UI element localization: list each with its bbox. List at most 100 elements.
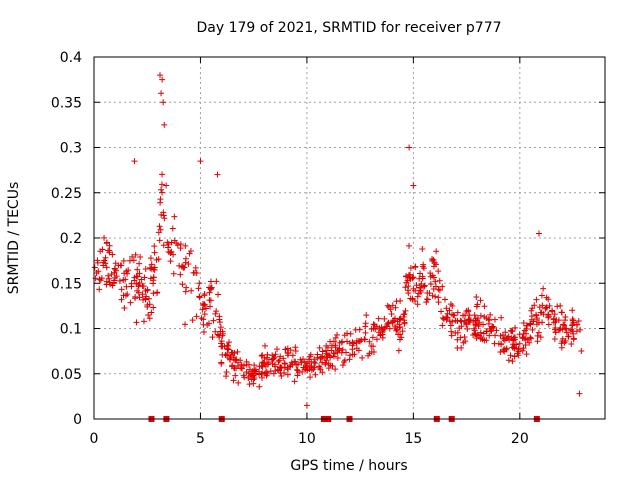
data-point xyxy=(270,355,277,362)
data-point xyxy=(401,319,408,326)
data-point xyxy=(416,275,423,282)
data-point xyxy=(280,355,287,362)
data-point xyxy=(549,308,556,315)
data-point xyxy=(251,368,258,375)
data-point xyxy=(558,344,565,351)
data-point xyxy=(334,331,341,338)
data-point xyxy=(233,356,240,363)
data-point xyxy=(531,302,538,309)
data-point xyxy=(379,329,386,336)
data-point xyxy=(150,290,157,297)
data-point xyxy=(230,377,237,384)
data-point xyxy=(406,144,413,151)
data-point xyxy=(259,352,266,359)
data-point xyxy=(463,320,470,327)
data-point xyxy=(251,367,258,374)
data-point xyxy=(423,299,430,306)
data-point xyxy=(196,280,203,287)
data-point xyxy=(481,303,488,310)
data-point xyxy=(121,304,128,311)
data-point xyxy=(327,338,334,345)
data-point xyxy=(404,287,411,294)
data-point xyxy=(303,363,310,370)
data-point xyxy=(157,199,164,206)
data-point xyxy=(240,362,247,369)
data-point xyxy=(414,293,421,300)
data-point xyxy=(433,248,440,255)
data-point xyxy=(223,368,230,375)
data-point xyxy=(137,254,144,261)
data-point xyxy=(95,268,102,275)
data-point xyxy=(432,283,439,290)
data-point xyxy=(543,294,550,301)
data-point xyxy=(446,318,453,325)
y-tick-label: 0.35 xyxy=(51,95,82,111)
data-point xyxy=(538,292,545,299)
data-point xyxy=(339,346,346,353)
data-point xyxy=(157,226,164,233)
data-point xyxy=(418,280,425,287)
data-point xyxy=(410,274,417,281)
data-point xyxy=(304,367,311,374)
data-point xyxy=(272,351,279,358)
data-point xyxy=(312,371,319,378)
data-point xyxy=(526,339,533,346)
data-point xyxy=(264,351,271,358)
data-point xyxy=(241,374,248,381)
data-point xyxy=(383,323,390,330)
data-point xyxy=(350,340,357,347)
data-point xyxy=(565,333,572,340)
y-tick-label: 0.15 xyxy=(51,276,82,292)
data-point xyxy=(561,322,568,329)
data-point xyxy=(277,353,284,360)
data-point xyxy=(200,321,207,328)
data-point xyxy=(126,257,133,264)
data-point xyxy=(534,332,541,339)
data-point xyxy=(473,294,480,301)
data-point xyxy=(142,265,149,272)
data-point xyxy=(382,324,389,331)
data-point xyxy=(519,347,526,354)
data-point xyxy=(120,277,127,284)
data-point xyxy=(490,324,497,331)
data-point xyxy=(147,255,154,262)
y-tick-label: 0.25 xyxy=(51,186,82,202)
data-point xyxy=(325,365,332,372)
data-point xyxy=(131,158,138,165)
data-point xyxy=(130,257,137,264)
data-point xyxy=(543,304,550,311)
data-point xyxy=(113,273,120,280)
data-point xyxy=(446,307,453,314)
data-point xyxy=(349,351,356,358)
y-axis: 0 0.05 0.1 0.15 0.2 0.25 0.3 0.35 0.4 xyxy=(51,50,605,428)
data-point xyxy=(148,261,155,268)
data-point xyxy=(563,329,570,336)
data-point xyxy=(159,189,166,196)
data-point xyxy=(154,289,161,296)
data-point xyxy=(105,272,112,279)
data-point xyxy=(233,365,240,372)
data-point xyxy=(303,402,310,409)
data-point xyxy=(108,271,115,278)
data-point xyxy=(402,284,409,291)
data-point xyxy=(409,275,416,282)
data-point xyxy=(246,366,253,373)
data-point xyxy=(213,308,220,315)
data-point xyxy=(508,334,515,341)
data-point xyxy=(292,358,299,365)
data-point xyxy=(332,342,339,349)
y-axis-label: SRMTID / TECUs xyxy=(6,182,22,295)
data-point xyxy=(102,260,109,267)
data-point xyxy=(243,361,250,368)
data-point xyxy=(441,296,448,303)
data-point xyxy=(339,338,346,345)
data-point xyxy=(178,263,185,270)
data-point xyxy=(534,338,541,345)
data-point xyxy=(377,332,384,339)
data-point xyxy=(216,319,223,326)
data-point xyxy=(520,320,527,327)
data-point xyxy=(395,347,402,354)
data-point xyxy=(447,301,454,308)
data-point xyxy=(196,293,203,300)
